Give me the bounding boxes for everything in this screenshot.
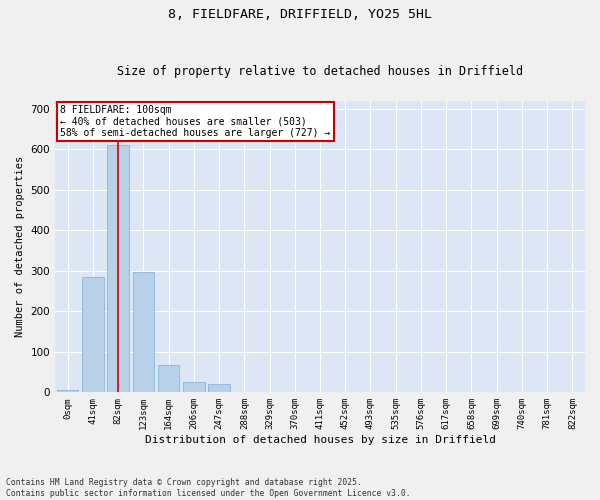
Bar: [107, 145, 129, 392]
Bar: [133, 272, 154, 392]
Bar: [183, 382, 205, 392]
X-axis label: Distribution of detached houses by size in Driffield: Distribution of detached houses by size …: [145, 435, 496, 445]
Text: 8 FIELDFARE: 100sqm
← 40% of detached houses are smaller (503)
58% of semi-detac: 8 FIELDFARE: 100sqm ← 40% of detached ho…: [61, 105, 331, 138]
Bar: [158, 365, 179, 392]
Text: 8, FIELDFARE, DRIFFIELD, YO25 5HL: 8, FIELDFARE, DRIFFIELD, YO25 5HL: [168, 8, 432, 20]
Y-axis label: Number of detached properties: Number of detached properties: [15, 156, 25, 337]
Bar: [82, 277, 104, 392]
Text: Contains HM Land Registry data © Crown copyright and database right 2025.
Contai: Contains HM Land Registry data © Crown c…: [6, 478, 410, 498]
Bar: [208, 384, 230, 392]
Title: Size of property relative to detached houses in Driffield: Size of property relative to detached ho…: [117, 66, 523, 78]
Bar: [57, 390, 79, 392]
